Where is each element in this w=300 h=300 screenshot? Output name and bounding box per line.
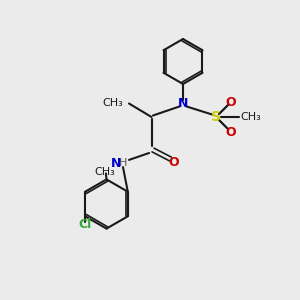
Text: O: O [226, 125, 236, 139]
Text: CH₃: CH₃ [240, 112, 261, 122]
Text: O: O [226, 95, 236, 109]
Text: Cl: Cl [79, 218, 92, 231]
Text: CH₃: CH₃ [94, 167, 116, 177]
Text: O: O [169, 155, 179, 169]
Text: N: N [111, 157, 122, 170]
Text: H: H [119, 158, 127, 169]
Text: N: N [178, 97, 188, 110]
Text: S: S [211, 110, 221, 124]
Text: CH₃: CH₃ [103, 98, 124, 109]
